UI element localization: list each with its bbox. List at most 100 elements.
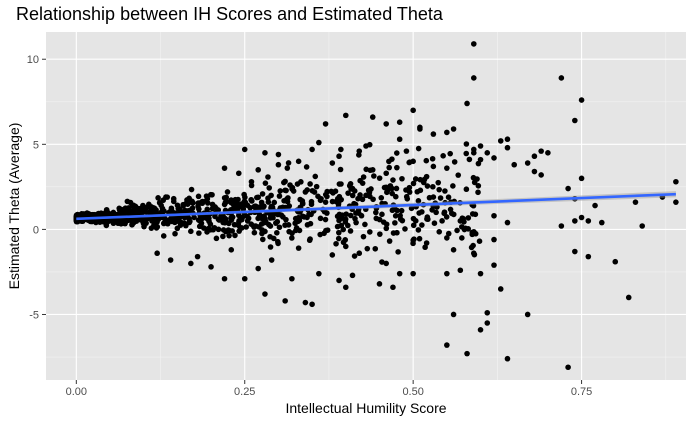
data-point [429, 155, 436, 162]
data-point [524, 311, 531, 318]
data-point [183, 222, 189, 229]
data-point [437, 195, 444, 201]
data-point [322, 216, 329, 223]
data-point [188, 228, 194, 235]
data-point [386, 164, 393, 171]
x-tick-label: 0.50 [402, 386, 423, 398]
data-point [470, 75, 477, 81]
data-point [130, 216, 137, 223]
data-point [371, 173, 377, 179]
data-point [463, 141, 470, 147]
data-point [282, 178, 288, 185]
data-point [222, 199, 229, 206]
data-point [578, 214, 585, 221]
data-point [262, 215, 268, 222]
data-point [235, 196, 241, 203]
data-point [282, 187, 288, 194]
data-point [170, 198, 177, 205]
data-point [196, 230, 202, 236]
data-point [445, 230, 452, 237]
data-point [194, 253, 201, 260]
data-point [216, 217, 222, 223]
data-point [475, 189, 481, 196]
data-point [360, 233, 367, 240]
data-point [429, 207, 435, 213]
data-point [454, 227, 460, 234]
data-point [160, 233, 167, 239]
data-point [103, 222, 110, 229]
data-point [396, 136, 403, 143]
data-point [376, 216, 383, 223]
data-point [365, 187, 372, 194]
data-point [353, 219, 359, 226]
data-point [274, 229, 280, 236]
data-point [155, 216, 162, 223]
data-point [423, 157, 430, 164]
data-point [345, 222, 351, 229]
data-point [578, 97, 585, 103]
data-point [491, 236, 497, 243]
data-point [373, 209, 379, 216]
data-point [186, 215, 192, 222]
data-point [459, 224, 465, 230]
data-point [236, 217, 242, 224]
data-point [283, 216, 289, 223]
data-point [294, 181, 301, 187]
data-point [444, 165, 450, 171]
data-point [422, 244, 428, 251]
data-point [470, 250, 477, 257]
data-point [183, 208, 189, 215]
data-point [154, 250, 160, 257]
data-point [342, 243, 349, 250]
data-point [443, 214, 450, 220]
data-point [378, 195, 385, 201]
data-point [393, 185, 400, 192]
data-point [524, 160, 531, 166]
data-point [625, 294, 632, 301]
data-point [304, 214, 310, 221]
data-point [416, 210, 422, 216]
data-point [316, 270, 322, 277]
data-point [161, 220, 167, 227]
data-point [444, 270, 450, 277]
data-point [369, 114, 376, 120]
data-point [504, 144, 511, 151]
data-point [639, 223, 646, 229]
data-point [431, 220, 438, 226]
x-tick-label: 0.25 [234, 386, 255, 398]
data-point [342, 284, 349, 291]
data-point [360, 174, 367, 180]
data-point [393, 150, 400, 156]
data-point [477, 270, 484, 277]
data-point [242, 194, 248, 201]
data-point [140, 220, 147, 227]
data-point [330, 190, 336, 196]
data-point [395, 249, 401, 255]
data-point [398, 207, 405, 214]
data-point [262, 291, 268, 297]
data-point [377, 231, 383, 237]
data-point [203, 193, 210, 199]
data-point [284, 165, 291, 171]
data-point [565, 364, 571, 371]
data-point [270, 235, 277, 242]
data-point [351, 200, 357, 207]
data-point [463, 150, 470, 157]
data-point [207, 191, 214, 198]
data-point [415, 227, 422, 233]
data-point [598, 219, 605, 226]
x-tick-label: 0.00 [66, 386, 87, 398]
data-point [558, 75, 565, 81]
data-point [276, 224, 283, 231]
data-point [396, 119, 403, 125]
data-point [468, 244, 475, 251]
data-point [308, 201, 315, 208]
data-point [380, 219, 387, 225]
data-point [465, 215, 472, 221]
data-point [504, 355, 511, 362]
data-point [244, 213, 251, 220]
data-point [316, 139, 322, 146]
data-point [336, 277, 342, 284]
data-point [260, 236, 266, 243]
